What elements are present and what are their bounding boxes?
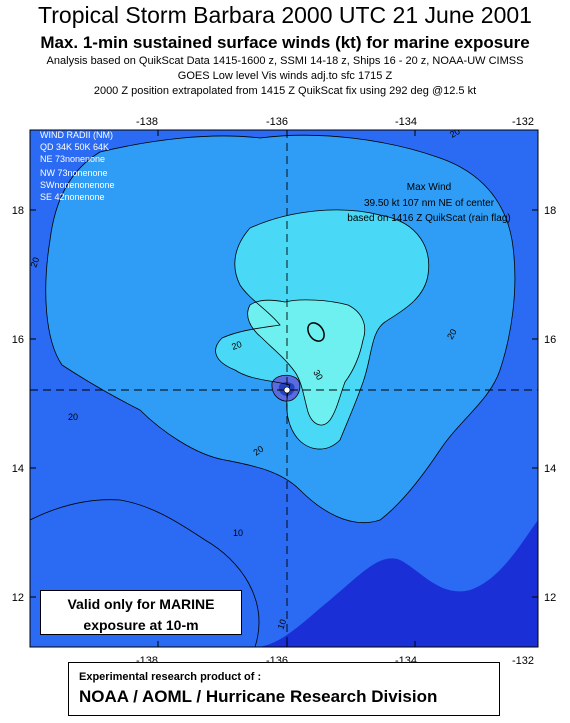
contour-label: 10	[233, 528, 243, 538]
axis-tick-marks	[30, 130, 539, 647]
contour-lines	[30, 134, 516, 647]
wind-radii-header: QD 34K 50K 64K	[40, 142, 109, 152]
goes-note: GOES Low level Vis winds adj.to sfc 1715…	[177, 70, 393, 82]
contour-label: 20	[445, 327, 459, 341]
x-tick-label: -132	[512, 116, 534, 128]
y-tick-label: 14	[12, 463, 24, 475]
wind-region-35kt	[247, 299, 365, 426]
credit-box: Experimental research product of : NOAA …	[68, 662, 500, 716]
x-tick-label: -136	[266, 116, 288, 128]
validity-line: Valid only for MARINE	[67, 596, 215, 612]
wind-field: WIND RADII (NM) QD 34K 50K 64K NE 73none…	[28, 126, 538, 647]
max-wind-contour	[307, 322, 325, 342]
max-wind-source: based on 1416 Z QuikScat (rain flag)	[347, 213, 510, 224]
wind-radii-title: WIND RADII (NM)	[40, 130, 113, 140]
x-tick-label: -138	[136, 116, 158, 128]
marine-validity-note: Valid only for MARINE exposure at 10-m	[40, 590, 242, 635]
y-tick-label: 18	[544, 205, 556, 217]
contour-label: 20	[448, 126, 462, 140]
credit-organization: NOAA / AOML / Hurricane Research Divisio…	[79, 687, 438, 706]
y-axis-right: 18 16 14 12	[544, 205, 556, 604]
wind-radii-legend: WIND RADII (NM) QD 34K 50K 64K NE 73none…	[40, 130, 115, 202]
validity-line: exposure at 10-m	[83, 617, 199, 633]
contour-label: 30	[311, 368, 325, 382]
wind-radii-row: NE 73nonenone	[40, 154, 105, 164]
contour-label: 20	[68, 412, 78, 422]
contour-label: 20	[28, 256, 41, 269]
max-wind-annotation: Max Wind 39.50 kt 107 nm NE of center ba…	[347, 182, 510, 224]
credit-caption: Experimental research product of :	[79, 671, 262, 683]
y-tick-label: 16	[12, 334, 24, 346]
x-tick-label: -134	[395, 116, 417, 128]
wind-radii-row: SE 42nonenone	[40, 192, 105, 202]
contour-label: 20	[230, 339, 243, 352]
wind-radii-row: NW 73nonenone	[40, 168, 108, 178]
y-tick-label: 16	[544, 334, 556, 346]
max-wind-title: Max Wind	[407, 182, 451, 193]
contour-labels: 20 20 20 20 30 20 20 10 10	[28, 126, 462, 631]
map-title: Tropical Storm Barbara 2000 UTC 21 June …	[38, 2, 532, 28]
y-tick-label: 14	[544, 463, 556, 475]
map-subtitle: Max. 1-min sustained surface winds (kt) …	[40, 33, 530, 52]
y-axis-left: 18 16 14 12	[12, 205, 24, 604]
y-tick-label: 12	[12, 592, 24, 604]
map-frame	[29, 129, 539, 648]
position-note: 2000 Z position extrapolated from 1415 Z…	[93, 85, 477, 97]
x-tick-label: -132	[512, 655, 534, 667]
y-tick-label: 18	[12, 205, 24, 217]
y-tick-label: 12	[544, 592, 556, 604]
analysis-note: Analysis based on QuikScat Data 1415-160…	[46, 55, 524, 67]
contour-label: 20	[251, 444, 265, 458]
wind-radii-row: SWnonenonenone	[40, 180, 115, 190]
storm-center-icon	[283, 386, 291, 394]
contour-label: 10	[275, 618, 288, 631]
x-axis-top: -138 -136 -134 -132	[136, 116, 534, 128]
max-wind-value: 39.50 kt 107 nm NE of center	[364, 198, 495, 209]
